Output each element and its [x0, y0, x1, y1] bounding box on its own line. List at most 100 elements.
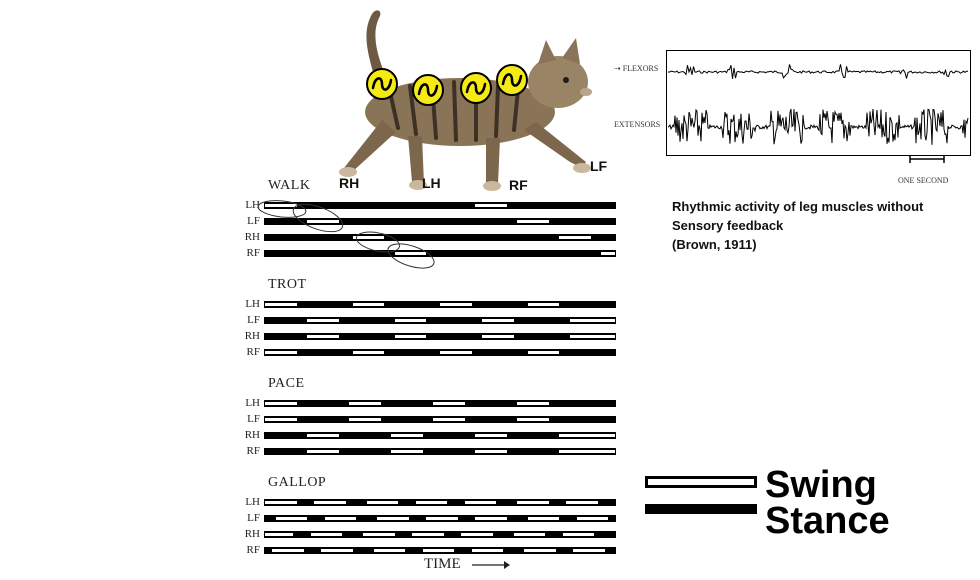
swing-segment: [422, 549, 454, 552]
swing-segment: [433, 418, 465, 421]
swing-segment: [461, 533, 493, 536]
leg-label-lf: LF: [247, 413, 260, 425]
swing-segment: [471, 549, 503, 552]
swing-segment: [415, 501, 447, 504]
swing-segment: [265, 351, 297, 354]
swing-segment: [601, 252, 615, 255]
leg-label-lh: LH: [245, 199, 260, 211]
swing-segment: [464, 501, 496, 504]
swing-segment: [265, 501, 297, 504]
extensors-label: EXTENSORS: [614, 120, 661, 129]
swing-segment: [363, 533, 395, 536]
gait-title-pace: PACE: [268, 376, 305, 391]
gait-diagram: WALK LH LF RH RF TROT LH LF RH RF PACE LH LF RH RF GALL…: [240, 178, 630, 578]
emg-frame: [666, 50, 971, 156]
gait-title-trot: TROT: [268, 277, 307, 292]
gait-bar-trot-rh: [264, 333, 616, 340]
gait-bar-walk-rf: [264, 250, 616, 257]
swing-segment: [310, 533, 342, 536]
swing-segment: [391, 434, 423, 437]
legend: Swing Stance: [645, 466, 905, 546]
leg-label-rf: RF: [246, 445, 260, 457]
swing-segment: [265, 303, 297, 306]
walk-phase-ellipses: [257, 200, 435, 269]
swing-segment: [527, 517, 559, 520]
leg-label-rh: RH: [244, 528, 260, 540]
swing-segment: [324, 517, 356, 520]
swing-segment: [475, 204, 507, 207]
cat-label-rh: RH: [339, 175, 360, 191]
leg-label-rf: RF: [246, 544, 260, 556]
swing-segment: [394, 252, 426, 255]
swing-segment: [524, 549, 556, 552]
swing-segment: [475, 517, 507, 520]
swing-segment: [569, 335, 615, 338]
swing-segment: [373, 549, 405, 552]
swing-segment: [517, 220, 549, 223]
oscillator-icons: [366, 64, 528, 106]
swing-segment: [482, 335, 514, 338]
swing-segment: [307, 335, 339, 338]
swing-segment: [307, 434, 339, 437]
gait-bar-gallop-rf: [264, 547, 616, 554]
flexors-label: ⇢ FLEXORS: [614, 64, 659, 73]
swing-legend-label: Swing: [765, 464, 877, 506]
swing-legend-bar: [645, 476, 757, 488]
swing-segment: [513, 533, 545, 536]
gait-title-walk: WALK: [268, 178, 311, 193]
swing-segment: [440, 303, 472, 306]
swing-segment: [475, 450, 507, 453]
leg-label-rf: RF: [246, 247, 260, 259]
swing-segment: [265, 418, 297, 421]
swing-segment: [433, 402, 465, 405]
time-scale-bar: [909, 155, 945, 163]
swing-segment: [426, 517, 458, 520]
emg-recording: ⇢ FLEXORS EXTENSORS ONE SECOND: [612, 50, 974, 190]
gait-title-gallop: GALLOP: [268, 475, 327, 490]
swing-segment: [352, 236, 384, 239]
swing-segment: [517, 501, 549, 504]
swing-segment: [440, 351, 472, 354]
leg-label-rh: RH: [244, 330, 260, 342]
leg-label-lf: LF: [247, 314, 260, 326]
gait-bar-walk-lf: [264, 218, 616, 225]
swing-segment: [272, 549, 304, 552]
swing-segment: [559, 434, 615, 437]
leg-label-lh: LH: [245, 298, 260, 310]
swing-segment: [559, 236, 591, 239]
swing-segment: [527, 303, 559, 306]
gait-bar-pace-lh: [264, 400, 616, 407]
swing-segment: [307, 450, 339, 453]
leg-label-lh: LH: [245, 397, 260, 409]
swing-segment: [527, 351, 559, 354]
gait-bar-pace-rf: [264, 448, 616, 455]
leg-label-rh: RH: [244, 231, 260, 243]
swing-segment: [314, 501, 346, 504]
gait-bar-gallop-rh: [264, 531, 616, 538]
gait-bar-trot-rf: [264, 349, 616, 356]
cat-label-lh: LH: [422, 175, 441, 191]
cat-label-rf: RF: [509, 177, 528, 193]
swing-segment: [569, 319, 615, 322]
stance-legend-bar: [645, 504, 757, 514]
gait-bar-trot-lf: [264, 317, 616, 324]
leg-label-rf: RF: [246, 346, 260, 358]
gait-bar-walk-lh: [264, 202, 616, 209]
caption-line-2: Sensory feedback: [672, 218, 784, 233]
leg-label-lf: LF: [247, 512, 260, 524]
swing-segment: [275, 517, 307, 520]
time-axis-label: TIME: [424, 556, 511, 573]
stance-legend-label: Stance: [765, 500, 890, 542]
gait-bar-gallop-lh: [264, 499, 616, 506]
leg-label-lf: LF: [247, 215, 260, 227]
swing-segment: [573, 549, 605, 552]
swing-segment: [566, 501, 598, 504]
flexor-trace: [668, 64, 969, 79]
caption-line-1: Rhythmic activity of leg muscles without: [672, 199, 924, 214]
swing-segment: [482, 319, 514, 322]
swing-segment: [307, 220, 339, 223]
swing-segment: [559, 450, 615, 453]
swing-segment: [352, 303, 384, 306]
swing-segment: [517, 418, 549, 421]
time-scale-label: ONE SECOND: [898, 176, 949, 185]
